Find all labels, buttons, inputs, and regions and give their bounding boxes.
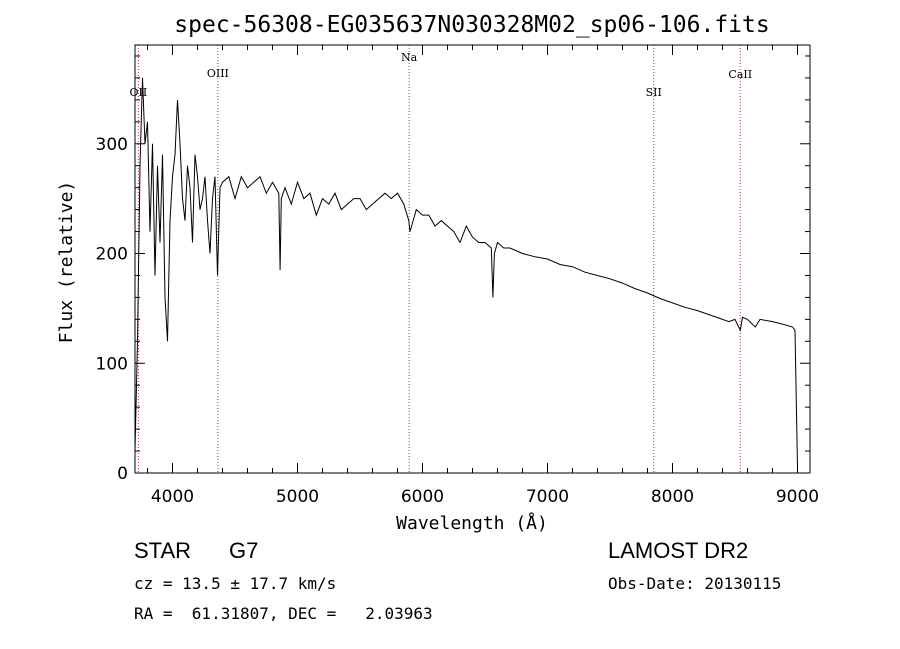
x-tick-label: 6000 xyxy=(401,487,444,507)
y-tick-label: 300 xyxy=(96,135,128,155)
x-tick-label: 7000 xyxy=(526,487,569,507)
y-tick-label: 100 xyxy=(96,354,128,374)
emission-line-label: CaII xyxy=(728,68,752,81)
x-axis-label: Wavelength (Å) xyxy=(396,512,548,534)
object-class: STAR G7 xyxy=(134,538,258,564)
subclass-label: G7 xyxy=(229,538,259,563)
y-axis-label: Flux (relative) xyxy=(56,181,77,344)
class-label: STAR xyxy=(134,538,192,563)
redshift-velocity: cz = 13.5 ± 17.7 km/s xyxy=(134,574,337,593)
sky-coordinates: RA = 61.31807, DEC = 2.03963 xyxy=(134,604,433,623)
y-axis-ticks: 0 100 200 300 xyxy=(96,55,810,484)
emission-line-label: OII xyxy=(130,86,148,99)
x-tick-label: 5000 xyxy=(276,487,319,507)
emission-line-markers xyxy=(137,45,741,473)
x-tick-label: 8000 xyxy=(651,487,694,507)
y-tick-label: 0 xyxy=(117,464,128,484)
y-tick-label: 200 xyxy=(96,245,128,265)
emission-line-label: OIII xyxy=(207,67,229,80)
x-tick-label: 4000 xyxy=(151,487,194,507)
chart-title: spec-56308-EG035637N030328M02_sp06-106.f… xyxy=(174,12,769,38)
emission-line-label: Na xyxy=(401,51,418,64)
x-tick-label: 9000 xyxy=(776,487,819,507)
x-axis-ticks: 4000 5000 6000 7000 8000 9000 xyxy=(147,45,819,507)
spectrum-chart: spec-56308-EG035637N030328M02_sp06-106.f… xyxy=(56,12,819,534)
emission-line-label: SII xyxy=(646,86,662,99)
observation-date: Obs-Date: 20130115 xyxy=(608,574,782,593)
plot-frame xyxy=(134,44,811,474)
spectrum-line xyxy=(134,77,798,468)
emission-line-labels: OII OIII Na SII CaII xyxy=(130,51,753,99)
survey-label: LAMOST DR2 xyxy=(608,538,749,563)
